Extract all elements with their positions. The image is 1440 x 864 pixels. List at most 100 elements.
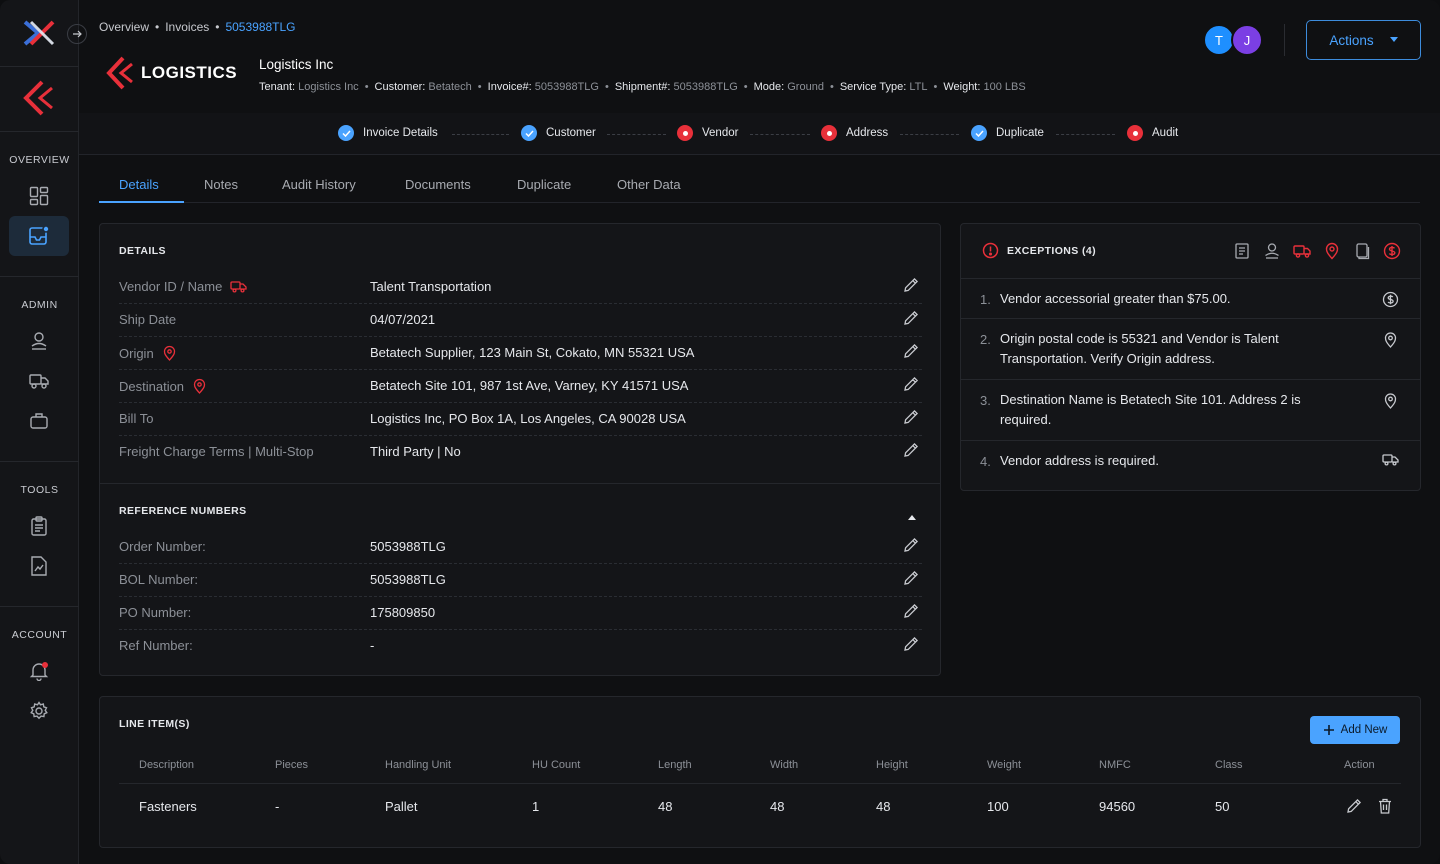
meta-item: Tenant: Logistics Inc [259,81,359,93]
dollar-icon [1382,291,1400,309]
copy-icon[interactable] [1353,242,1371,265]
meta-item: Service Type: LTL [840,81,928,93]
step-address[interactable]: Address [821,125,888,141]
reference-value: 5053988TLG [370,539,446,554]
edit-pencil-icon[interactable] [902,536,922,556]
exception-item[interactable]: 3. Destination Name is Betatech Site 101.… [961,379,1420,440]
tab-audit-history[interactable]: Audit History [282,177,356,192]
dashboard-icon[interactable] [25,182,53,210]
tab-other-data[interactable]: Other Data [617,177,681,192]
detail-row: Freight Charge Terms | Multi-Stop Third P… [119,436,922,469]
details-title: DETAILS [119,245,166,257]
avatar[interactable]: J [1231,24,1263,56]
truck-icon [1382,453,1400,471]
receipt-icon[interactable] [1233,242,1251,265]
breadcrumb: Overview • Invoices • 5053988TLG [99,20,296,34]
sidebar: OVERVIEW ADMIN TOOLS ACCOUNT [0,0,79,864]
table-cell: 1 [532,799,540,814]
sidebar-section-tools: TOOLS [20,484,59,496]
add-new-button[interactable]: Add New [1310,716,1400,744]
truck-icon[interactable] [25,367,53,395]
reference-value: - [370,638,375,653]
tab-duplicate[interactable]: Duplicate [517,177,572,192]
avatar[interactable]: T [1203,24,1235,56]
briefcase-icon[interactable] [25,407,53,435]
detail-label: Origin [119,345,177,361]
edit-line-item-icon[interactable] [1345,797,1363,820]
clipboard-icon[interactable] [25,512,53,540]
avatar-group[interactable]: T J [1203,24,1265,56]
edit-pencil-icon[interactable] [902,309,922,329]
reference-label: Ref Number: [119,638,193,653]
inbox-icon[interactable] [25,222,53,250]
edit-pencil-icon[interactable] [902,441,922,461]
reference-value: 175809850 [370,605,436,620]
tab-notes[interactable]: Notes [204,177,238,192]
exception-item[interactable]: 2. Origin postal code is 55321 and Vendor… [961,318,1420,379]
edit-pencil-icon[interactable] [902,342,922,362]
location-pin-icon [163,345,175,361]
detail-label: Destination [119,378,207,394]
exception-text: Vendor address is required. [1000,453,1159,468]
edit-pencil-icon[interactable] [902,569,922,589]
exceptions-panel: EXCEPTIONS (4) 1. Vendor accessorial grea… [960,223,1421,491]
edit-pencil-icon[interactable] [902,635,922,655]
active-tab-indicator [99,201,184,203]
brand-logo-icon [106,56,133,90]
brand-chevron-icon[interactable] [22,80,56,116]
breadcrumb-overview[interactable]: Overview [99,20,150,34]
table-cell: - [275,799,280,814]
error-dot-icon [821,125,837,141]
edit-pencil-icon[interactable] [902,276,922,296]
meta-key: Mode: [753,81,785,93]
delete-line-item-icon[interactable] [1376,797,1394,820]
detail-value: 04/07/2021 [370,312,436,327]
meta-value: Logistics Inc [298,81,359,93]
tab-details[interactable]: Details [119,177,159,192]
actions-dropdown-button[interactable]: Actions [1306,20,1421,60]
user-icon[interactable] [1263,242,1281,265]
sidebar-item-invoices[interactable] [9,216,69,256]
edit-pencil-icon[interactable] [902,602,922,622]
back-button[interactable] [67,24,87,44]
tab-documents[interactable]: Documents [405,177,471,192]
location-pin-icon[interactable] [1323,242,1341,265]
document-chart-icon[interactable] [25,552,53,580]
step-customer[interactable]: Customer [521,125,596,141]
column-header: HU Count [532,759,581,771]
meta-key: Weight: [943,81,981,93]
truck-icon[interactable] [1293,242,1311,265]
exception-item[interactable]: 1. Vendor accessorial greater than $75.00… [961,278,1420,318]
meta-item: Weight: 100 LBS [943,81,1025,93]
edit-pencil-icon[interactable] [902,408,922,428]
edit-pencil-icon[interactable] [902,375,922,395]
app-logo-icon[interactable] [22,20,56,46]
add-new-label: Add New [1340,724,1388,736]
step-duplicate[interactable]: Duplicate [971,125,1044,141]
reference-label: BOL Number: [119,572,198,587]
exception-item[interactable]: 4. Vendor address is required. [961,440,1420,490]
gear-icon[interactable] [25,697,53,725]
exceptions-title: EXCEPTIONS (4) [1007,245,1097,257]
exception-text: Vendor accessorial greater than $75.00. [1000,291,1231,306]
column-header: Description [139,759,195,771]
table-cell: Fasteners [139,799,197,814]
meta-key: Invoice#: [487,81,532,93]
column-header: Length [658,759,692,771]
location-pin-icon [193,378,206,394]
step-audit[interactable]: Audit [1127,125,1178,141]
step-vendor[interactable]: Vendor [677,125,738,141]
breadcrumb-invoices[interactable]: Invoices [165,20,210,34]
check-circle-icon [338,125,354,141]
detail-value: Betatech Site 101, 987 1st Ave, Varney, … [370,378,689,393]
user-icon[interactable] [25,327,53,355]
exception-number: 2. [980,332,991,347]
step-label: Invoice Details [363,127,438,139]
column-header: Class [1215,759,1243,771]
bell-icon[interactable] [25,657,53,685]
step-invoice-details[interactable]: Invoice Details [338,125,438,141]
collapse-caret-icon[interactable] [908,507,916,525]
detail-value: Betatech Supplier, 123 Main St, Cokato, … [370,345,695,360]
step-label: Audit [1152,127,1179,139]
dollar-icon[interactable] [1383,242,1401,265]
